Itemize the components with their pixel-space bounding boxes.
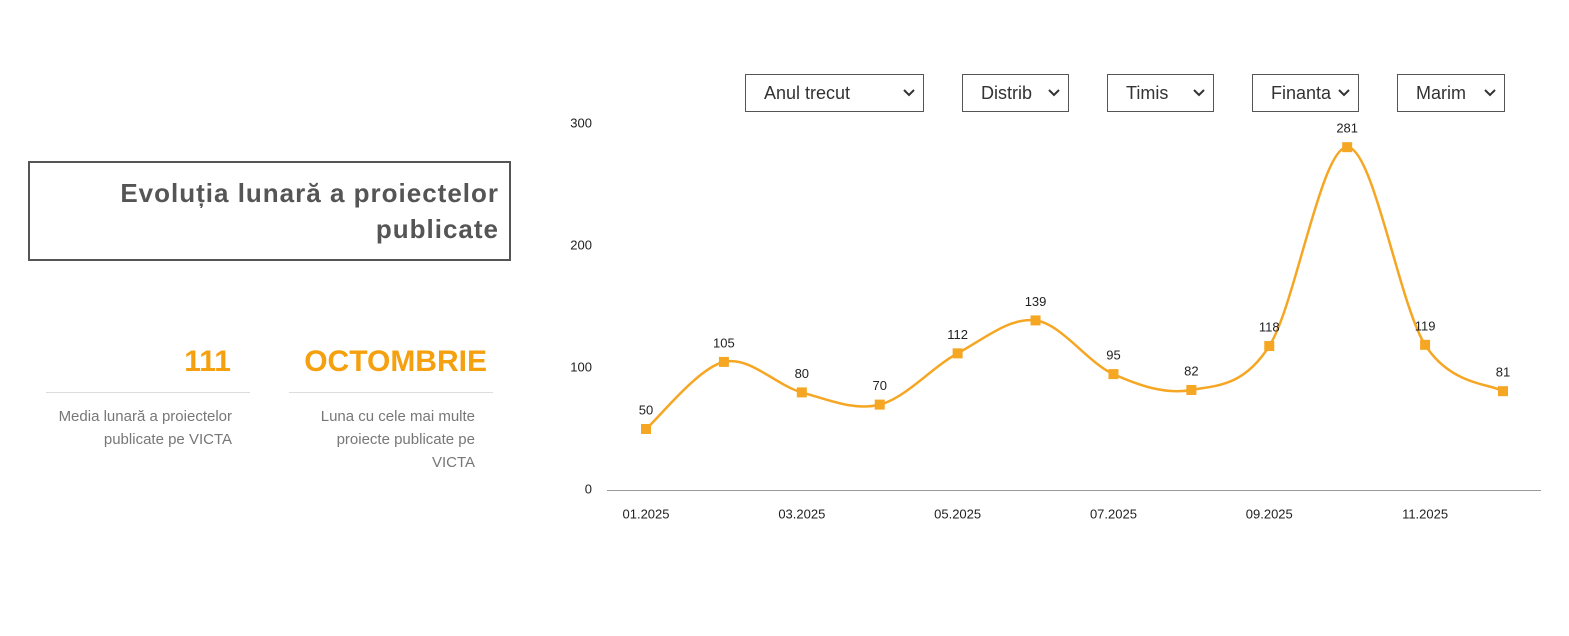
filter-value: Marim: [1416, 82, 1466, 103]
filter-select[interactable]: Distrib: [962, 74, 1069, 112]
filter-select[interactable]: Finanta: [1252, 74, 1359, 112]
point: [1186, 384, 1197, 395]
filter-value: Distrib: [981, 82, 1033, 103]
x-tick-label: 03.2025: [778, 506, 825, 521]
chevron: [1484, 89, 1496, 97]
stat: 111 Media lunară a proiectelor publicate…: [46, 340, 250, 451]
stat-label: Luna cu cele mai multe proiecte publicat…: [320, 408, 475, 471]
y-tick-label: 0: [585, 481, 592, 496]
data-label: 80: [795, 366, 809, 381]
point: [796, 387, 807, 398]
x-tick-label: 01.2025: [623, 506, 670, 521]
data-label: 81: [1496, 365, 1510, 380]
filter-value: Timis: [1126, 82, 1169, 103]
data-label: 70: [872, 378, 886, 393]
data-label: 105: [713, 335, 735, 350]
filter-select[interactable]: Marim: [1397, 74, 1505, 112]
filter-value: Finanta: [1271, 82, 1332, 103]
x-tick-label: 09.2025: [1246, 506, 1293, 521]
point: [1264, 341, 1275, 352]
chevron: [903, 89, 915, 97]
filter-select[interactable]: Timis: [1107, 74, 1214, 112]
chevron: [1338, 89, 1350, 97]
data-label: 50: [639, 402, 653, 417]
chevron: [1193, 89, 1205, 97]
data-label: 281: [1336, 121, 1358, 136]
data-label: 95: [1106, 348, 1120, 363]
y-tick-label: 300: [570, 115, 592, 130]
point: [1342, 142, 1353, 153]
point: [952, 348, 963, 359]
point: [1420, 339, 1431, 350]
title-box: Evoluția lunară a proiectelor publicate: [28, 161, 511, 261]
point: [1498, 386, 1508, 397]
data-label: 82: [1184, 363, 1198, 378]
y-tick-label: 200: [570, 237, 592, 252]
point: [641, 424, 651, 434]
point: [1030, 315, 1041, 326]
data-label: 139: [1025, 294, 1047, 309]
x-tick-label: 11.2025: [1402, 506, 1448, 521]
data-label: 112: [947, 327, 968, 342]
stat-value: OCTOMBRIE: [289, 340, 493, 393]
line: [645, 145, 1504, 430]
stat-label: Media lunară a proiectelor publicate pe …: [58, 408, 232, 448]
data-label: 118: [1259, 319, 1280, 334]
point: [718, 356, 729, 367]
stat-value: 111: [46, 340, 250, 393]
point: [874, 399, 885, 410]
title: Evoluția lunară a proiectelor publicate: [120, 178, 499, 244]
point: [1108, 369, 1119, 380]
filter-select[interactable]: Anul trecut: [745, 74, 924, 112]
stat: OCTOMBRIE Luna cu cele mai multe proiect…: [289, 340, 493, 474]
chevron: [1048, 89, 1060, 97]
filter-value: Anul trecut: [764, 82, 851, 103]
data-label: 119: [1415, 318, 1436, 333]
x-tick-label: 07.2025: [1090, 506, 1137, 521]
y-tick-label: 100: [570, 359, 592, 374]
x-tick-label: 05.2025: [934, 506, 981, 521]
